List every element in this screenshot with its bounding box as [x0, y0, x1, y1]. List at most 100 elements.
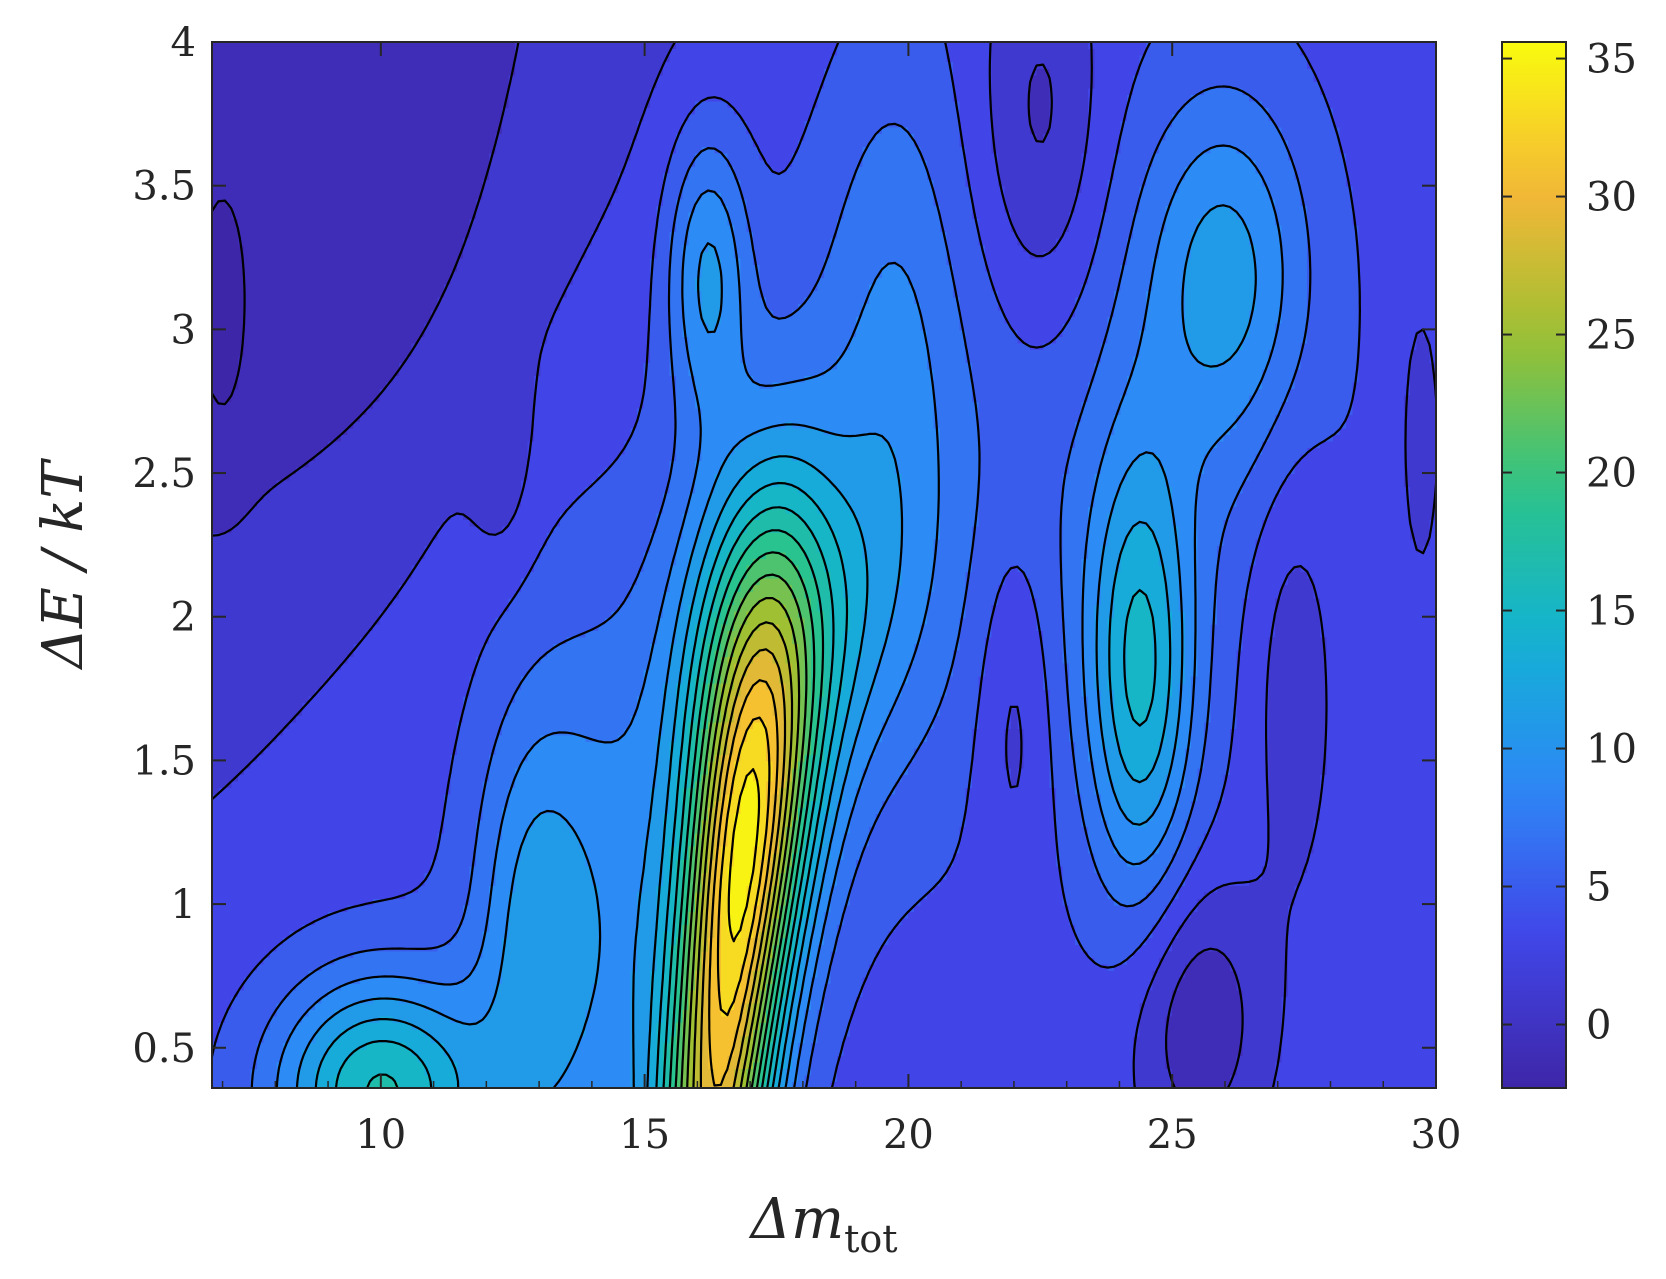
- contour-cell: [224, 944, 232, 952]
- contour-cell: [308, 937, 316, 945]
- contour-cell: [244, 957, 252, 965]
- contour-cell: [1075, 1061, 1083, 1069]
- contour-cell: [1075, 1016, 1083, 1024]
- contour-cell: [321, 1022, 329, 1030]
- contour-cell: [1152, 1081, 1160, 1088]
- contour-cell: [218, 976, 226, 984]
- contour-cell: [927, 1022, 935, 1030]
- contour-cell: [1043, 970, 1051, 978]
- contour-fill: [212, 42, 1436, 1088]
- contour-cell: [836, 1035, 844, 1043]
- contour-cell: [315, 1055, 323, 1063]
- contour-cell: [1345, 970, 1353, 978]
- contour-cell: [579, 996, 587, 1004]
- contour-cell: [546, 1081, 555, 1088]
- contour-cell: [611, 937, 619, 945]
- contour-cell: [250, 1003, 258, 1011]
- contour-cell: [746, 918, 754, 926]
- contour-cell: [289, 944, 297, 952]
- contour-cell: [952, 989, 960, 998]
- contour-cell: [759, 1068, 767, 1076]
- contour-cell: [817, 1022, 825, 1030]
- contour-cell: [237, 1029, 245, 1037]
- contour-cell: [933, 989, 941, 998]
- contour-cell: [888, 1074, 896, 1083]
- contour-cell: [1345, 1048, 1353, 1056]
- contour-cell: [282, 1003, 290, 1011]
- contour-cell: [611, 996, 619, 1004]
- contour-cell: [843, 924, 851, 932]
- contour-cell: [952, 1042, 960, 1050]
- contour-cell: [282, 1074, 290, 1083]
- contour-cell: [1152, 931, 1160, 939]
- contour-cell: [1249, 931, 1257, 939]
- contour-cell: [315, 1022, 323, 1030]
- contour-cell: [1320, 1016, 1328, 1024]
- contour-cell: [1004, 1068, 1012, 1076]
- contour-cell: [611, 957, 619, 965]
- contour-cell: [398, 983, 406, 991]
- contour-cell: [901, 976, 909, 984]
- contour-cell: [373, 1068, 381, 1076]
- contour-cell: [527, 1003, 535, 1011]
- contour-cell: [688, 1029, 696, 1037]
- contour-cell: [1004, 963, 1012, 971]
- contour-cell: [1081, 1035, 1089, 1043]
- contour-cell: [669, 950, 677, 958]
- contour-cell: [431, 950, 439, 958]
- contour-cell: [881, 924, 890, 932]
- contour-cell: [546, 1003, 555, 1011]
- contour-cell: [1197, 983, 1205, 991]
- contour-cell: [972, 1009, 980, 1017]
- contour-cell: [295, 957, 303, 965]
- contour-cell: [1326, 1048, 1334, 1056]
- contour-cell: [849, 989, 857, 998]
- contour-cell: [1403, 1081, 1411, 1088]
- contour-cell: [418, 911, 426, 919]
- contour-cell: [1088, 1035, 1096, 1043]
- contour-cell: [881, 1055, 890, 1063]
- contour-cell: [327, 1048, 335, 1056]
- contour-cell: [212, 911, 220, 919]
- contour-cell: [791, 989, 799, 998]
- contour-cell: [1242, 1009, 1250, 1017]
- contour-cell: [830, 983, 838, 991]
- contour-cell: [804, 1081, 812, 1088]
- contour-cell: [1197, 996, 1205, 1004]
- contour-cell: [778, 996, 786, 1004]
- contour-cell: [869, 937, 877, 945]
- contour-cell: [1223, 957, 1231, 965]
- contour-cell: [637, 1035, 645, 1043]
- contour-cell: [624, 1042, 632, 1050]
- contour-cell: [340, 937, 348, 945]
- contour-cell: [1339, 1035, 1347, 1043]
- contour-cell: [1236, 1061, 1244, 1069]
- contour-cell: [224, 1009, 232, 1017]
- contour-cell: [637, 918, 645, 926]
- contour-cell: [379, 1003, 387, 1011]
- contour-cell: [315, 1061, 323, 1069]
- contour-cell: [250, 983, 258, 991]
- contour-cell: [888, 1009, 896, 1017]
- contour-cell: [1062, 963, 1070, 971]
- contour-cell: [959, 1016, 967, 1024]
- contour-cell: [212, 996, 220, 1004]
- contour-cell: [1326, 1022, 1334, 1030]
- contour-cell: [224, 1016, 232, 1024]
- contour-cell: [720, 957, 728, 965]
- contour-cell: [714, 1003, 722, 1011]
- contour-cell: [385, 950, 393, 958]
- contour-cell: [708, 1029, 716, 1037]
- contour-cell: [1397, 924, 1405, 932]
- contour-cell: [1004, 1055, 1012, 1063]
- contour-cell: [617, 924, 625, 932]
- contour-cell: [334, 996, 342, 1004]
- contour-cell: [418, 1081, 426, 1088]
- contour-cell: [1120, 996, 1128, 1004]
- contour-cell: [1043, 1029, 1051, 1037]
- contour-cell: [218, 1042, 226, 1050]
- contour-cell: [450, 1042, 458, 1050]
- contour-cell: [501, 944, 509, 952]
- contour-cell: [456, 1068, 464, 1076]
- contour-cell: [244, 1022, 252, 1030]
